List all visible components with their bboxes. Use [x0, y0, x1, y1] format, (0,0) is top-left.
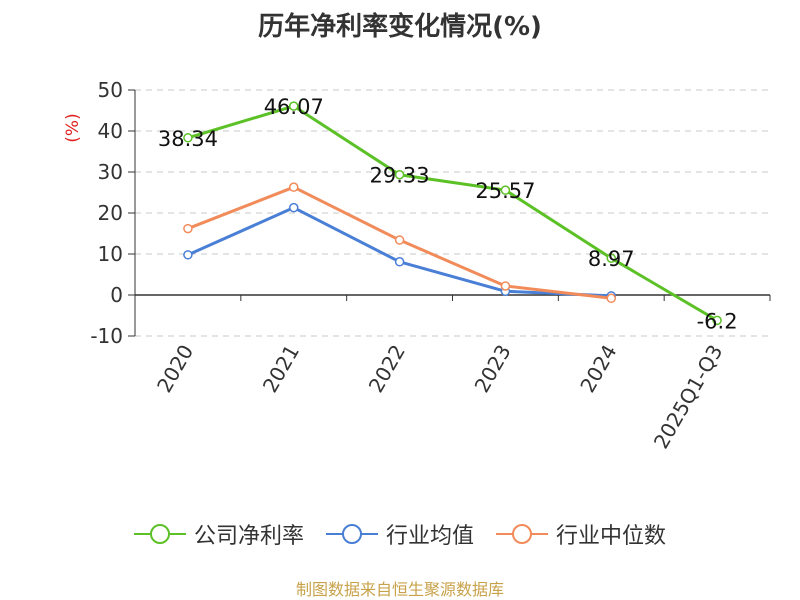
legend-label: 公司净利率 [193, 524, 304, 549]
legend-marker-green [133, 524, 186, 544]
series-line [187, 206, 612, 298]
data-label: -6.2 [697, 309, 738, 333]
data-label: 25.57 [475, 179, 535, 203]
y-tick-label: 0 [110, 283, 123, 307]
legend-marker-orange [496, 524, 548, 544]
data-label: 38.34 [158, 127, 218, 151]
data-point [500, 185, 511, 195]
series-line [187, 104, 718, 322]
data-point [500, 281, 511, 291]
y-tick-label: 50 [98, 78, 123, 102]
data-point [394, 235, 405, 245]
y-tick-label: -10 [90, 324, 123, 348]
x-tick-label: 2020 [152, 341, 198, 397]
legend-label: 行业中位数 [556, 524, 667, 549]
chart-title: 历年净利率变化情况(%) [258, 12, 542, 42]
legend: 公司净利率 行业均值 行业中位数 [0, 518, 800, 550]
data-point [289, 202, 299, 213]
data-point [712, 315, 722, 326]
data-point [289, 101, 299, 111]
source-footer: 制图数据来自恒生聚源数据库 [295, 580, 504, 599]
data-point [394, 169, 405, 180]
y-tick-label: 40 [98, 119, 123, 143]
x-tick-label: 2025Q1-Q3 [649, 341, 728, 453]
y-tick-label: 30 [98, 160, 123, 184]
x-tick-label: 2021 [258, 341, 304, 397]
x-tick-label: 2024 [575, 341, 621, 397]
data-label: 8.97 [588, 247, 635, 271]
y-tick-label: 20 [98, 201, 123, 225]
data-point [183, 223, 193, 234]
data-point [606, 293, 616, 304]
data-label: 29.33 [370, 164, 430, 188]
legend-item-company-net-margin[interactable]: 公司净利率 [133, 518, 304, 550]
data-point [289, 182, 299, 192]
legend-marker-blue [325, 524, 378, 544]
x-tick-label: 2023 [470, 341, 516, 397]
y-tick-label: 10 [98, 242, 123, 266]
data-point [606, 253, 616, 263]
data-label: 46.07 [264, 95, 324, 119]
x-tick-label: 2022 [364, 341, 410, 397]
legend-item-industry-mean[interactable]: 行业均值 [325, 518, 474, 550]
legend-item-industry-median[interactable]: 行业中位数 [496, 518, 666, 550]
data-point [183, 250, 193, 260]
y-axis-title: (%) [63, 113, 83, 142]
data-point [183, 133, 193, 143]
data-point [394, 257, 405, 267]
legend-label: 行业均值 [385, 524, 474, 549]
